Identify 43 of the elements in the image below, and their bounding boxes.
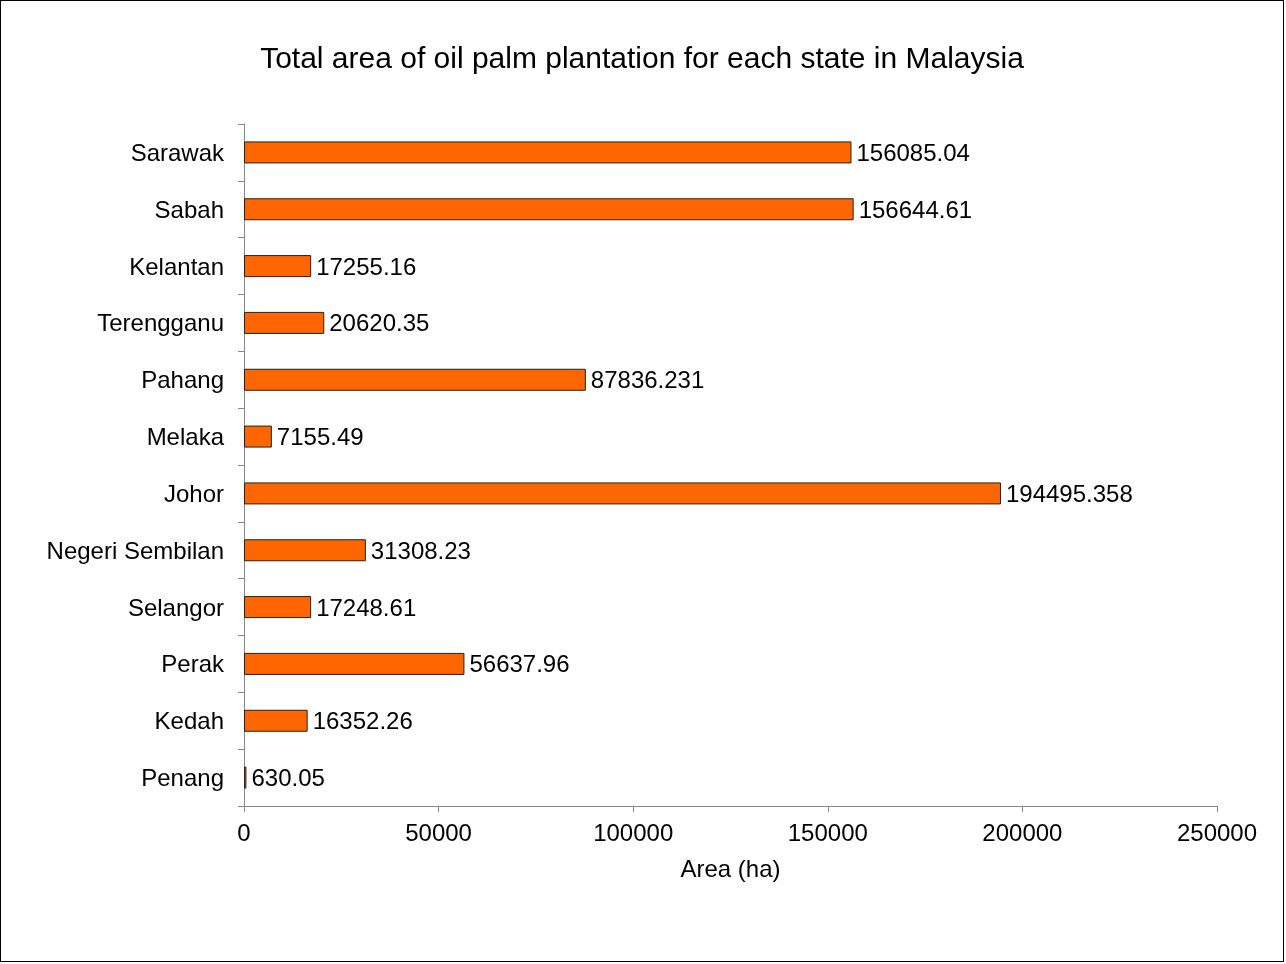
data-label: 156644.61 [858,195,973,223]
y-tick-label: Kedah [154,707,224,735]
data-label: 7155.49 [276,423,364,451]
x-axis-title: Area (ha) [680,854,781,882]
bar [244,652,465,675]
x-tick-label: 0 [237,818,251,846]
y-tick-label: Selangor [127,593,224,621]
x-tick-label: 250000 [1176,818,1258,846]
y-tick-label: Sarawak [130,138,225,166]
bar [244,596,312,619]
bar [244,141,852,164]
y-tick-label: Terengganu [97,309,224,337]
y-tick-label: Penang [141,764,224,792]
data-label: 31308.23 [370,536,471,564]
x-tick-label: 100000 [593,818,674,846]
chart-title: Total area of oil palm plantation for each state in Malaysia [260,40,1025,74]
bar [244,368,586,391]
data-label: 156085.04 [856,138,970,166]
bar [244,311,325,334]
data-label: 17248.61 [316,593,417,621]
bar [244,425,272,448]
bar [244,255,312,278]
x-tick-label: 150000 [787,818,868,846]
y-tick-label: Kelantan [129,252,224,280]
y-tick-label: Sabah [154,195,224,223]
bar [244,709,308,732]
bar [244,482,1001,505]
data-label: 630.05 [251,764,325,792]
y-tick-label: Pahang [141,366,224,394]
y-tick-label: Perak [161,650,225,678]
data-label: 20620.35 [329,309,430,337]
bar [244,539,366,562]
x-tick-label: 50000 [405,818,472,846]
data-label: 194495.358 [1005,479,1133,507]
data-label: 16352.26 [312,707,413,735]
data-label: 17255.16 [316,252,417,280]
y-tick-label: Melaka [146,423,225,451]
data-label: 56637.96 [469,650,570,678]
bar [244,198,854,221]
data-label: 87836.231 [590,366,705,394]
y-tick-label: Negeri Sembilan [46,536,224,564]
y-tick-label: Johor [163,479,224,507]
x-tick-label: 200000 [982,818,1063,846]
